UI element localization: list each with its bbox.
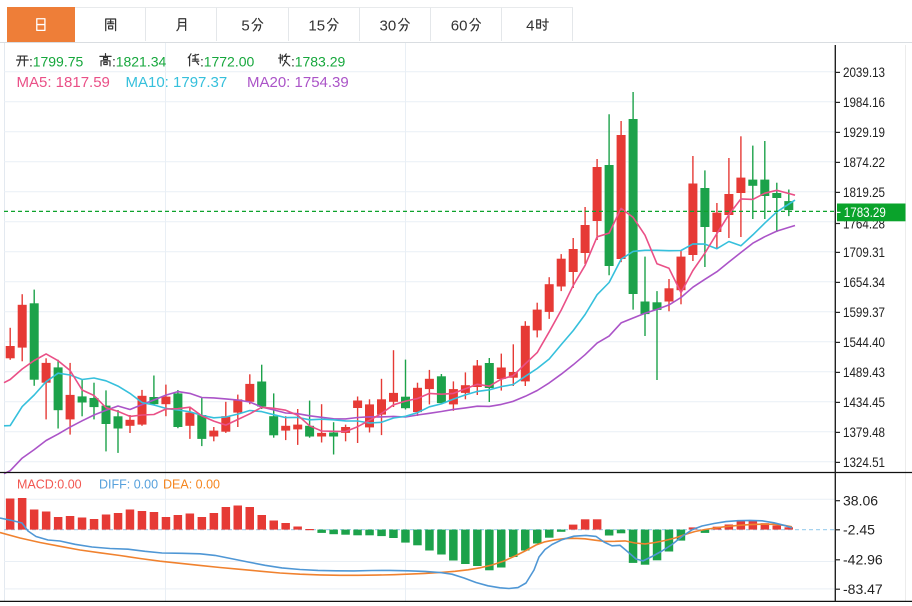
svg-text::: : bbox=[291, 54, 295, 70]
svg-text:1772.00: 1772.00 bbox=[204, 54, 255, 70]
svg-text::: : bbox=[29, 54, 33, 70]
svg-text:1783.29: 1783.29 bbox=[295, 54, 346, 70]
svg-text:DIFF: 0.00: DIFF: 0.00 bbox=[99, 478, 158, 492]
svg-text:1434.45: 1434.45 bbox=[843, 394, 885, 410]
svg-text::: : bbox=[200, 54, 204, 70]
svg-text:1599.37: 1599.37 bbox=[843, 304, 885, 320]
svg-text:60: 60 bbox=[451, 18, 468, 35]
svg-text:1544.40: 1544.40 bbox=[843, 334, 885, 350]
svg-text:MA10: 1797.37: MA10: 1797.37 bbox=[126, 74, 228, 91]
svg-text:1324.51: 1324.51 bbox=[843, 454, 885, 470]
svg-text:-42.96: -42.96 bbox=[843, 552, 883, 568]
svg-text:15: 15 bbox=[308, 18, 325, 35]
svg-text:1783.29: 1783.29 bbox=[844, 204, 886, 220]
svg-text:1709.31: 1709.31 bbox=[843, 244, 885, 260]
svg-text:2039.13: 2039.13 bbox=[843, 64, 885, 80]
svg-text:38.06: 38.06 bbox=[843, 493, 878, 509]
svg-text::: : bbox=[112, 54, 116, 70]
svg-text:1929.19: 1929.19 bbox=[843, 124, 885, 140]
svg-text:1984.16: 1984.16 bbox=[843, 94, 885, 110]
svg-text:MA5: 1817.59: MA5: 1817.59 bbox=[17, 74, 110, 91]
svg-text:1379.48: 1379.48 bbox=[843, 424, 885, 440]
svg-text:DEA: 0.00: DEA: 0.00 bbox=[163, 478, 220, 492]
svg-text:30: 30 bbox=[380, 18, 397, 35]
svg-text:1819.25: 1819.25 bbox=[843, 184, 885, 200]
svg-text:1799.75: 1799.75 bbox=[33, 54, 84, 70]
svg-text:1489.43: 1489.43 bbox=[843, 364, 885, 380]
svg-text:1654.34: 1654.34 bbox=[843, 274, 885, 290]
svg-text:MA20: 1754.39: MA20: 1754.39 bbox=[247, 74, 349, 91]
svg-text:1821.34: 1821.34 bbox=[116, 54, 167, 70]
svg-text:4: 4 bbox=[526, 18, 534, 35]
svg-text:5: 5 bbox=[241, 18, 249, 35]
svg-text:1874.22: 1874.22 bbox=[843, 154, 885, 170]
svg-text:-2.45: -2.45 bbox=[843, 522, 875, 538]
svg-text:MACD:0.00: MACD:0.00 bbox=[17, 478, 82, 492]
svg-text:-83.47: -83.47 bbox=[843, 581, 883, 597]
